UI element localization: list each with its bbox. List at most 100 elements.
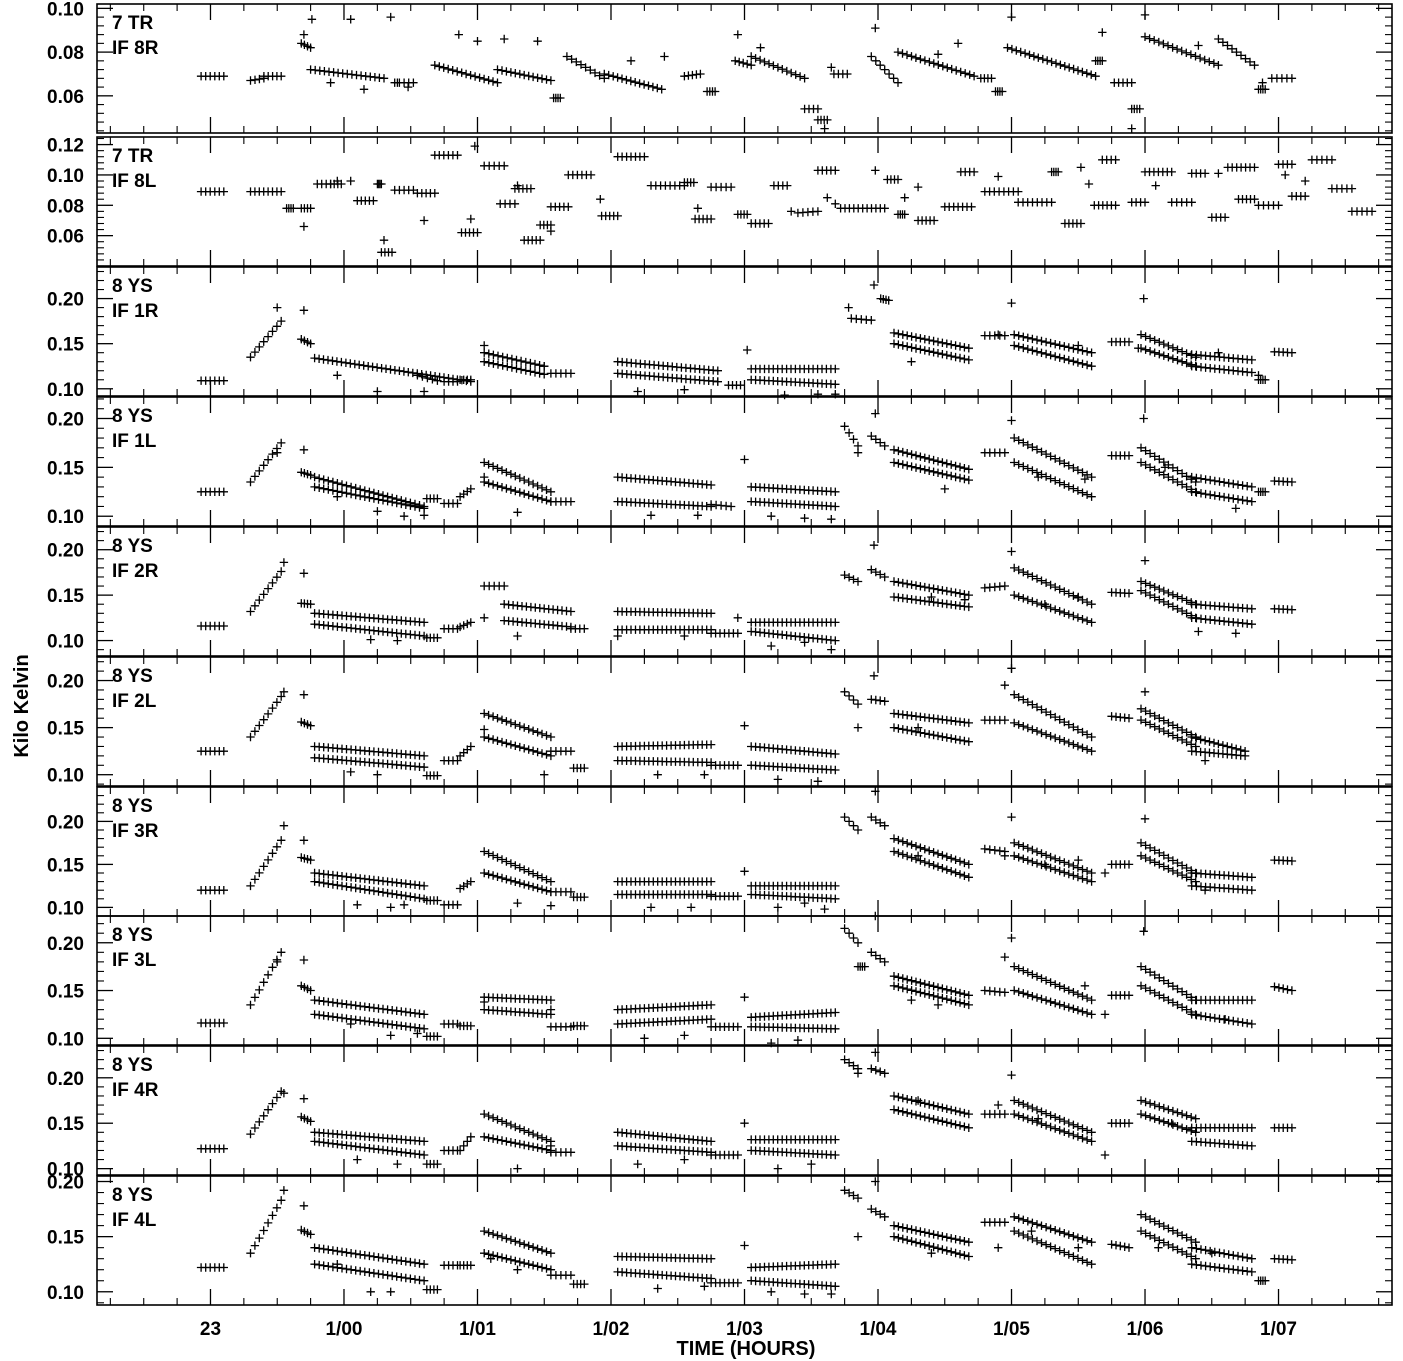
data-point xyxy=(328,477,338,487)
y-tick-label: 0.15 xyxy=(47,855,84,876)
data-point xyxy=(246,353,255,362)
data-point xyxy=(250,472,260,481)
data-point xyxy=(537,494,547,504)
data-point xyxy=(1206,475,1215,485)
data-point xyxy=(925,454,934,464)
data-point xyxy=(1028,466,1037,475)
data-point xyxy=(929,584,938,593)
data-point xyxy=(1159,351,1168,360)
data-point xyxy=(1224,479,1233,488)
data-point xyxy=(562,52,572,61)
data-point xyxy=(1224,493,1233,502)
data-point xyxy=(1210,491,1219,500)
data-point xyxy=(515,473,524,483)
data-point xyxy=(513,181,522,190)
data-point xyxy=(940,484,949,494)
data-point xyxy=(306,339,315,348)
data-point xyxy=(515,721,524,731)
data-point xyxy=(1155,595,1164,604)
data-point xyxy=(743,345,752,355)
data-point xyxy=(493,351,503,360)
data-point xyxy=(479,74,489,84)
data-point xyxy=(916,334,925,343)
data-point xyxy=(925,57,934,67)
data-point xyxy=(907,450,916,459)
data-point xyxy=(1028,597,1037,606)
data-point xyxy=(755,55,765,65)
data-point xyxy=(346,482,356,492)
data-point xyxy=(512,364,521,373)
data-point xyxy=(844,428,854,437)
data-point xyxy=(1182,48,1191,57)
data-point xyxy=(920,453,929,462)
data-point xyxy=(289,204,298,213)
data-point xyxy=(800,514,809,523)
data-point xyxy=(1229,494,1238,503)
data-point xyxy=(255,595,264,605)
data-point xyxy=(925,335,934,345)
data-point xyxy=(1019,568,1028,577)
data-point xyxy=(1010,433,1019,443)
data-point xyxy=(853,577,863,586)
data-point xyxy=(1073,358,1083,367)
data-point xyxy=(319,475,328,484)
data-point xyxy=(1155,338,1164,347)
data-point xyxy=(1136,443,1146,452)
data-point xyxy=(1082,470,1092,479)
data-point xyxy=(466,71,475,80)
data-point xyxy=(938,458,947,467)
data-point xyxy=(540,370,549,379)
data-point xyxy=(219,621,228,631)
data-point xyxy=(782,66,791,76)
data-point xyxy=(849,435,858,444)
data-point xyxy=(484,734,493,743)
data-point xyxy=(1187,472,1196,482)
data-point xyxy=(498,361,507,370)
data-point xyxy=(502,717,511,726)
data-point xyxy=(564,202,573,211)
data-point xyxy=(929,59,938,68)
data-point xyxy=(726,182,736,192)
data-point xyxy=(696,69,705,79)
data-point xyxy=(956,67,965,77)
data-point xyxy=(800,638,809,647)
data-point xyxy=(433,633,442,642)
data-point xyxy=(791,70,800,79)
data-point xyxy=(640,152,649,161)
data-point xyxy=(546,76,556,85)
data-point xyxy=(1127,78,1136,87)
data-point xyxy=(1232,47,1241,57)
x-tick-label: 1/05 xyxy=(993,1319,1030,1340)
data-point xyxy=(1214,169,1223,178)
data-point xyxy=(500,161,509,170)
data-point xyxy=(907,52,916,61)
data-point xyxy=(346,15,355,24)
data-point xyxy=(1076,219,1086,228)
data-point xyxy=(463,619,472,629)
panel-4: 0.10 0.15 0.20 8 YS IF 1L xyxy=(47,396,1393,528)
data-point xyxy=(461,69,471,79)
data-point xyxy=(566,497,576,506)
data-point xyxy=(466,618,475,627)
data-point xyxy=(1236,51,1246,60)
data-point xyxy=(736,381,745,390)
data-point xyxy=(475,73,484,82)
data-point xyxy=(306,600,315,609)
data-point xyxy=(947,340,956,349)
data-point xyxy=(433,376,442,385)
data-point xyxy=(951,352,960,362)
data-point xyxy=(277,72,286,81)
data-point xyxy=(453,67,462,76)
data-point xyxy=(1168,43,1177,52)
data-point xyxy=(1000,448,1009,457)
data-point xyxy=(277,187,286,196)
data-point xyxy=(1087,362,1096,371)
data-point xyxy=(871,567,880,577)
data-point xyxy=(1187,487,1196,496)
data-point xyxy=(488,462,498,471)
data-point xyxy=(526,367,535,376)
data-point xyxy=(480,348,489,357)
data-point xyxy=(823,115,832,125)
data-point xyxy=(542,485,551,494)
data-point xyxy=(960,595,969,604)
